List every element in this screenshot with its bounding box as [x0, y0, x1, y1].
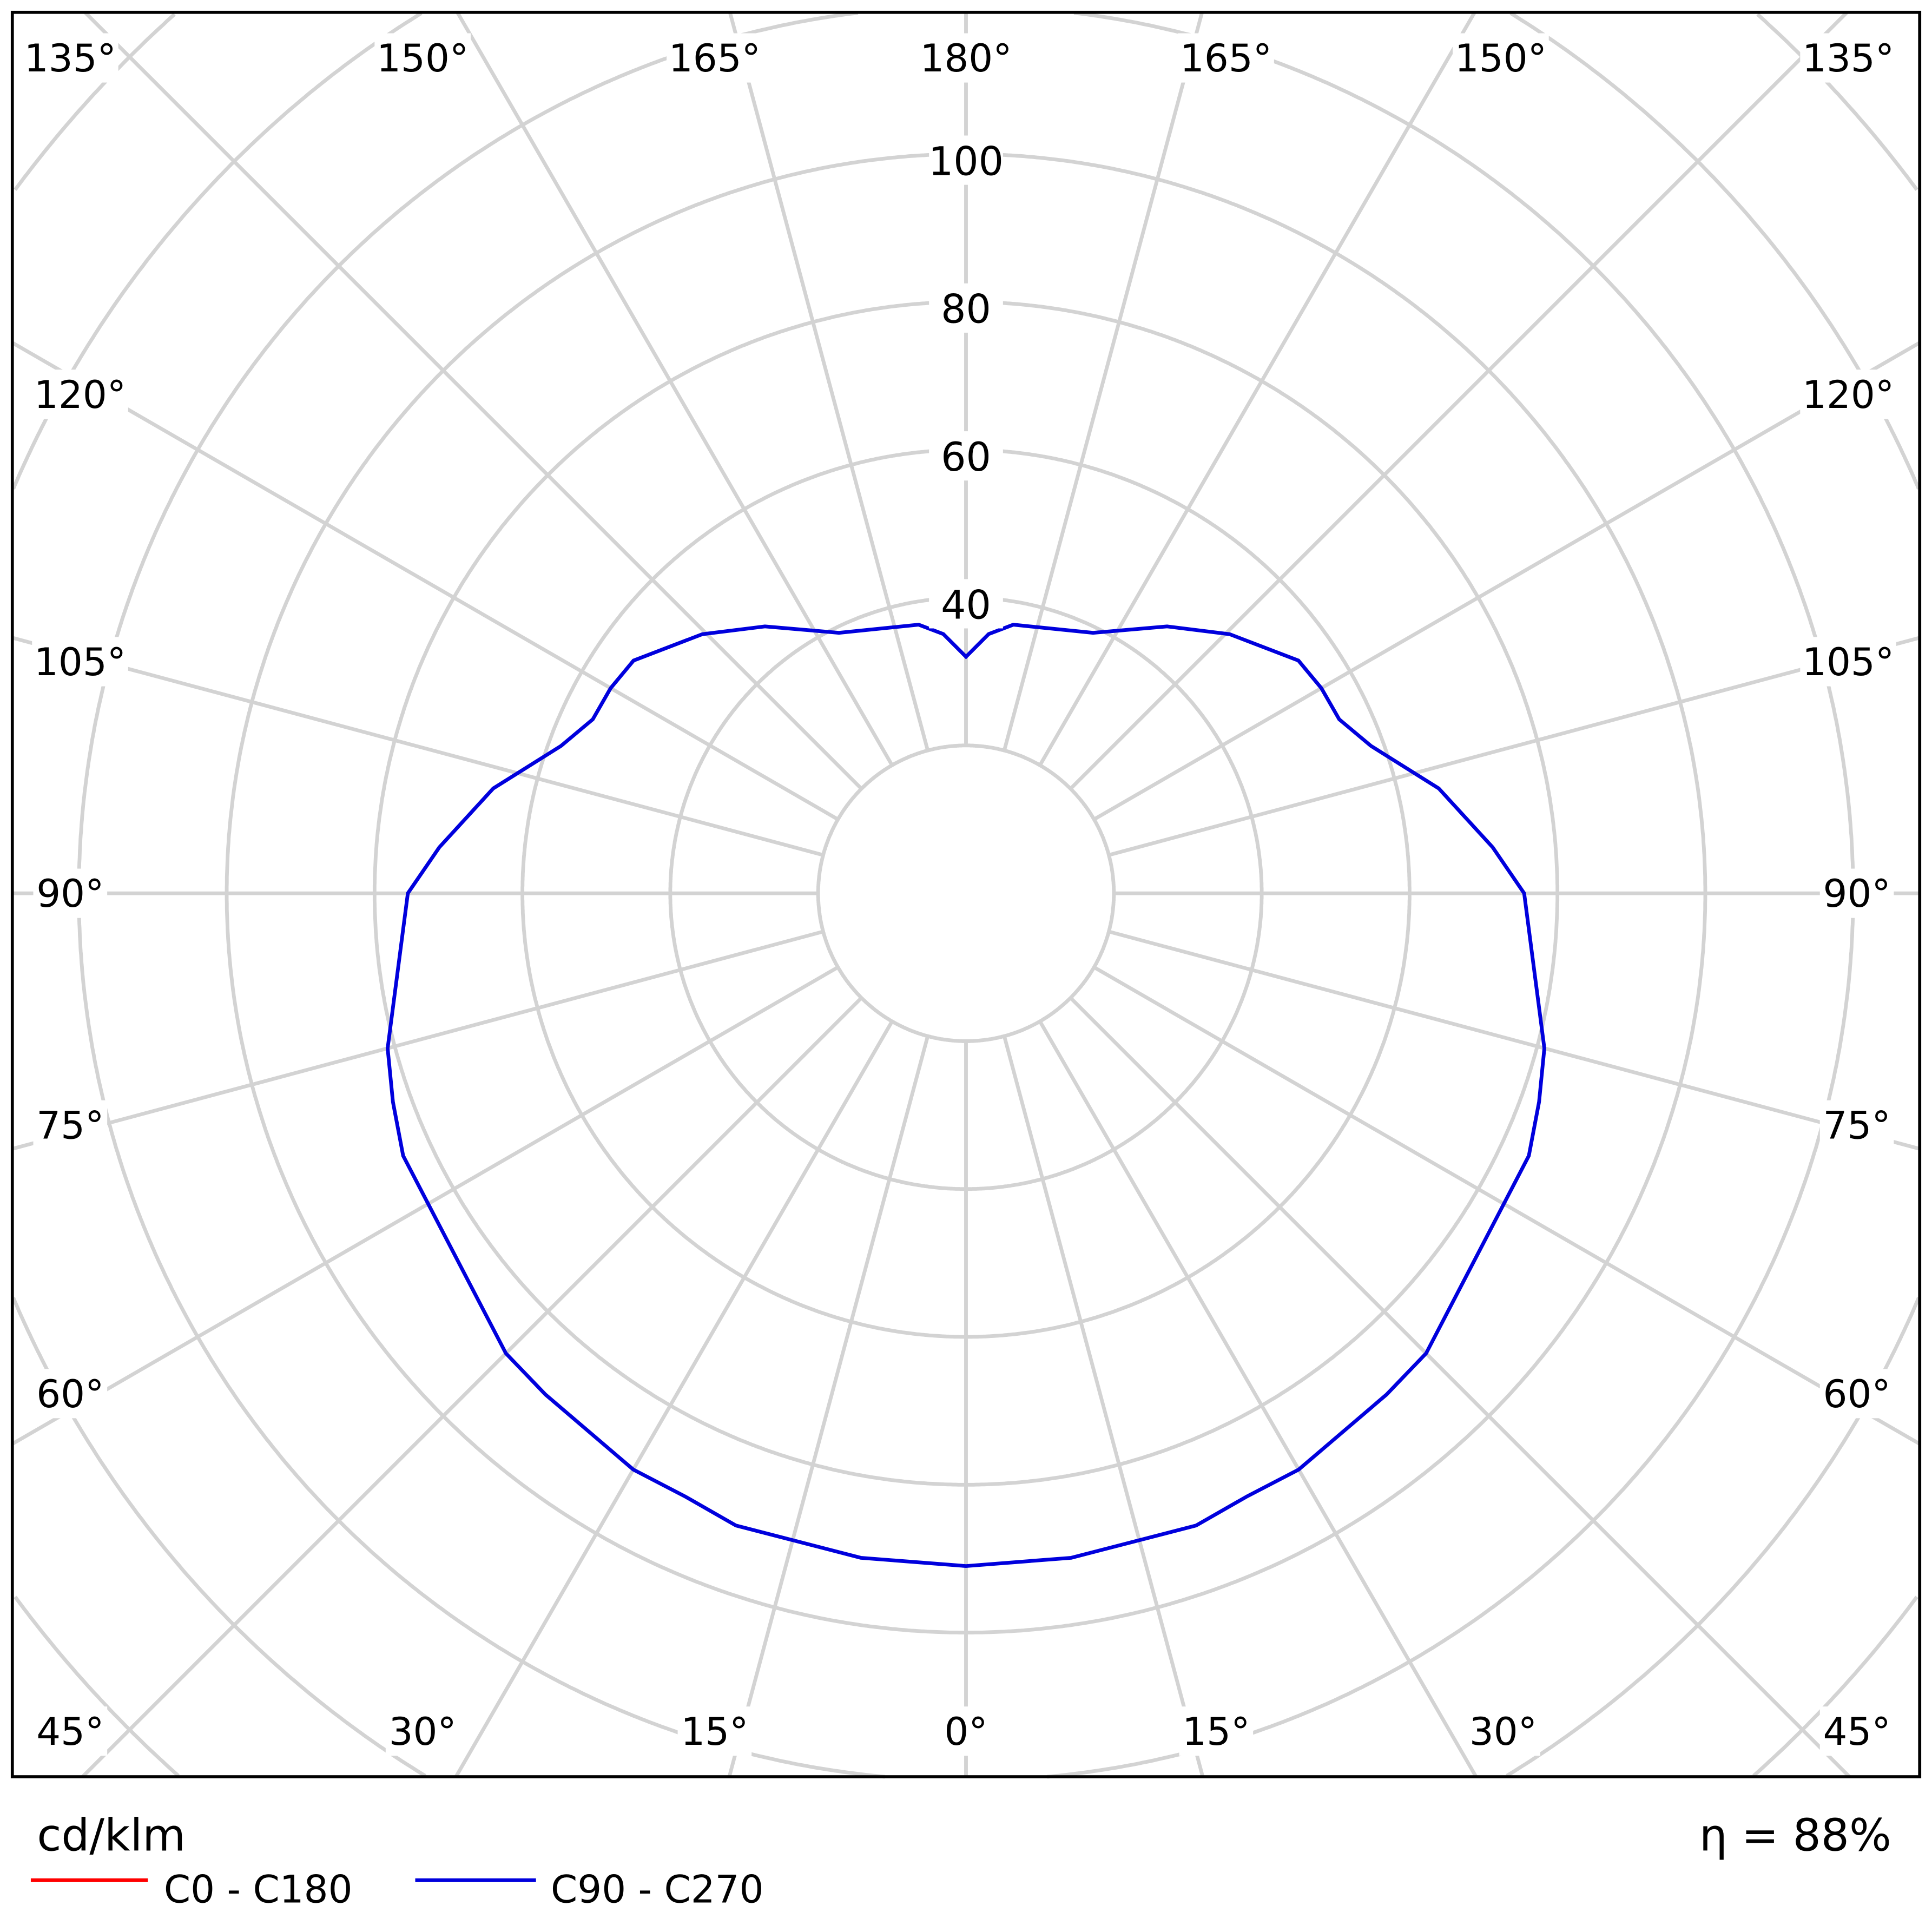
legend-label-c0-c180: C0 - C180 [164, 1867, 353, 1911]
angle-tick-label-bottom: 0° [944, 1709, 987, 1754]
grid-spoke-30 [1038, 1020, 1478, 1778]
grid-spoke-300 [11, 965, 839, 1446]
grid-spoke-285 [11, 929, 824, 1151]
grid-spoke-240 [11, 341, 839, 821]
legend-label-c90-c270: C90 - C270 [551, 1867, 764, 1911]
angle-tick-label-right: 60° [1823, 1371, 1891, 1416]
angle-tick-label-top: 165° [1180, 36, 1272, 81]
grid-spoke-330 [454, 1020, 894, 1778]
angle-tick-labels: 135° 150° 165° 180° 165° 150° 135° 120° 105° 90° 7… [22, 33, 1896, 1756]
angle-tick-label-right: 90° [1823, 871, 1891, 916]
angle-tick-label-top: 135° [24, 36, 116, 81]
angle-tick-label-left: 90° [36, 871, 104, 916]
radial-tick-label: 40 [941, 582, 991, 628]
polar-grid [11, 11, 1921, 1779]
grid-spoke-75 [1108, 929, 1921, 1151]
grid-ring-140 [11, 11, 1921, 1778]
grid-spoke-225 [83, 11, 863, 790]
grid-spoke-60 [1093, 965, 1921, 1446]
angle-tick-label-bottom: 15° [681, 1709, 748, 1754]
unit-label: cd/klm [37, 1810, 186, 1862]
grid-spoke-345 [727, 1036, 930, 1777]
angle-tick-label-top: 180° [920, 36, 1012, 81]
angle-tick-label-left: 105° [34, 639, 126, 684]
grid-spoke-135 [1069, 11, 1849, 790]
angle-tick-label-right: 75° [1823, 1103, 1891, 1148]
angle-tick-label-bottom: 30° [389, 1709, 457, 1754]
grid-ring-160 [14, 12, 1918, 1777]
angle-tick-label-bottom: 15° [1182, 1709, 1250, 1754]
angle-tick-label-right: 105° [1802, 639, 1894, 684]
legend: C0 - C180 C90 - C270 [30, 1867, 764, 1911]
grid-spoke-210 [456, 11, 894, 767]
grid-spoke-255 [11, 636, 824, 857]
angle-tick-label-right: 120° [1802, 372, 1894, 417]
angle-tick-label-left: 120° [34, 372, 126, 417]
curves [386, 623, 1546, 1568]
grid-spoke-120 [1093, 341, 1921, 821]
grid-spoke-105 [1108, 636, 1921, 857]
angle-tick-label-left: 60° [36, 1371, 104, 1416]
angle-tick-label-bottom: 45° [1823, 1709, 1891, 1754]
grid-spoke-315 [81, 996, 863, 1778]
angle-tick-label-top: 150° [377, 36, 469, 81]
radial-tick-label: 80 [941, 287, 991, 333]
plot-frame [10, 10, 1922, 1778]
radial-tick-label: 100 [928, 139, 1004, 184]
angle-tick-label-top: 135° [1802, 36, 1894, 81]
angle-tick-label-bottom: 45° [36, 1709, 104, 1754]
angle-tick-label-bottom: 30° [1469, 1709, 1537, 1754]
radial-tick-labels: 100 80 60 40 [928, 135, 1004, 629]
grid-spoke-150 [1038, 11, 1476, 767]
angle-tick-label-left: 75° [36, 1103, 104, 1148]
grid-spoke-15 [1002, 1036, 1205, 1777]
radial-tick-label: 60 [941, 434, 991, 480]
angle-tick-label-top: 150° [1455, 36, 1547, 81]
efficiency-label: η = 88% [1699, 1810, 1891, 1862]
angle-tick-label-top: 165° [669, 36, 761, 81]
grid-spoke-45 [1069, 996, 1851, 1778]
